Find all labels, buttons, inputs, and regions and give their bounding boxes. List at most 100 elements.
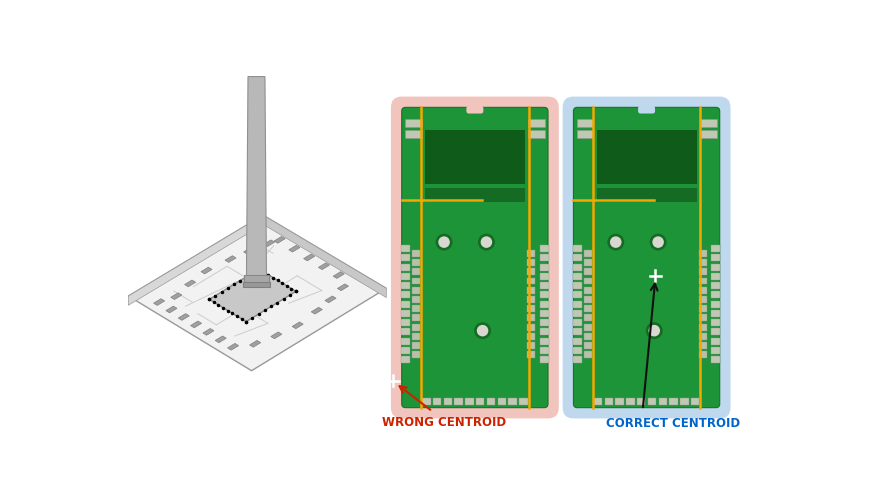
Polygon shape [304, 254, 315, 261]
Bar [577, 130, 594, 138]
Bar [596, 131, 696, 184]
Bar [413, 315, 420, 321]
Bar [711, 282, 720, 289]
Bar [584, 296, 592, 303]
Bar [572, 301, 582, 307]
Bar [498, 398, 506, 405]
Bar [540, 319, 548, 326]
Bar [444, 398, 452, 405]
Bar [527, 324, 535, 331]
Bar [527, 268, 535, 275]
Bar [711, 291, 720, 298]
Bar [540, 264, 548, 271]
Bar [540, 347, 548, 354]
Bar [700, 130, 717, 138]
Bar [540, 338, 548, 345]
Bar [401, 347, 410, 354]
Polygon shape [246, 76, 267, 276]
Bar [540, 328, 548, 335]
FancyBboxPatch shape [563, 97, 730, 419]
Bar [413, 287, 420, 294]
Bar [711, 338, 720, 345]
Circle shape [436, 234, 453, 251]
Bar [540, 291, 548, 298]
Bar [584, 351, 592, 358]
Bar [527, 259, 535, 266]
FancyBboxPatch shape [466, 106, 484, 114]
Bar [527, 296, 535, 303]
Circle shape [649, 325, 660, 336]
Bar [680, 398, 688, 405]
Bar [669, 398, 678, 405]
Bar [699, 268, 707, 275]
Bar [527, 315, 535, 321]
Bar [699, 351, 707, 358]
Bar [584, 259, 592, 266]
Polygon shape [333, 272, 345, 278]
Polygon shape [166, 306, 177, 313]
Circle shape [646, 322, 663, 339]
Text: WRONG CENTROID: WRONG CENTROID [382, 416, 506, 429]
Polygon shape [201, 267, 212, 274]
Bar [699, 287, 707, 294]
Bar [424, 188, 525, 202]
Bar [584, 305, 592, 312]
Circle shape [652, 236, 664, 248]
Bar [572, 356, 582, 363]
Bar [572, 319, 582, 326]
Bar [476, 398, 485, 405]
Bar [700, 119, 717, 127]
Bar [433, 398, 441, 405]
Polygon shape [325, 296, 336, 302]
Bar [596, 188, 696, 202]
Bar [699, 259, 707, 266]
Bar [401, 301, 410, 307]
Polygon shape [292, 322, 303, 329]
Text: CORRECT CENTROID: CORRECT CENTROID [606, 417, 741, 430]
Bar [401, 291, 410, 298]
Bar [711, 347, 720, 354]
Polygon shape [244, 247, 255, 254]
Bar [243, 282, 270, 287]
Polygon shape [171, 293, 182, 300]
Bar [711, 310, 720, 317]
FancyBboxPatch shape [401, 107, 548, 408]
Bar [572, 328, 582, 335]
Bar [540, 282, 548, 289]
Bar [465, 398, 474, 405]
Bar [413, 250, 420, 257]
Bar [527, 342, 535, 349]
Bar [604, 398, 613, 405]
Bar [413, 342, 420, 349]
Bar [527, 333, 535, 340]
Bar [401, 264, 410, 271]
Bar [711, 319, 720, 326]
Bar [711, 328, 720, 335]
Bar [584, 268, 592, 275]
Bar [699, 305, 707, 312]
Polygon shape [318, 263, 330, 270]
Polygon shape [153, 299, 165, 305]
Bar [413, 333, 420, 340]
Bar [401, 255, 410, 261]
Polygon shape [178, 314, 190, 320]
Bar [424, 131, 525, 184]
Bar [584, 250, 592, 257]
Bar [711, 273, 720, 280]
Bar [528, 119, 545, 127]
Bar [699, 333, 707, 340]
Bar [584, 342, 592, 349]
Circle shape [477, 325, 488, 336]
Bar [637, 398, 645, 405]
Bar [699, 250, 707, 257]
Bar [584, 287, 592, 294]
Bar [527, 250, 535, 257]
Bar [509, 398, 517, 405]
Bar [540, 273, 548, 280]
Bar [540, 310, 548, 317]
Bar [699, 324, 707, 331]
Bar [572, 264, 582, 271]
Bar [422, 398, 431, 405]
Circle shape [610, 236, 622, 248]
Bar [413, 305, 420, 312]
